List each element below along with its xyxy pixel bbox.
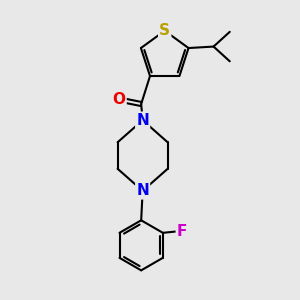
Text: S: S [159, 23, 170, 38]
Text: N: N [136, 113, 149, 128]
Text: F: F [177, 224, 187, 239]
Text: O: O [112, 92, 126, 107]
Text: N: N [136, 183, 149, 198]
